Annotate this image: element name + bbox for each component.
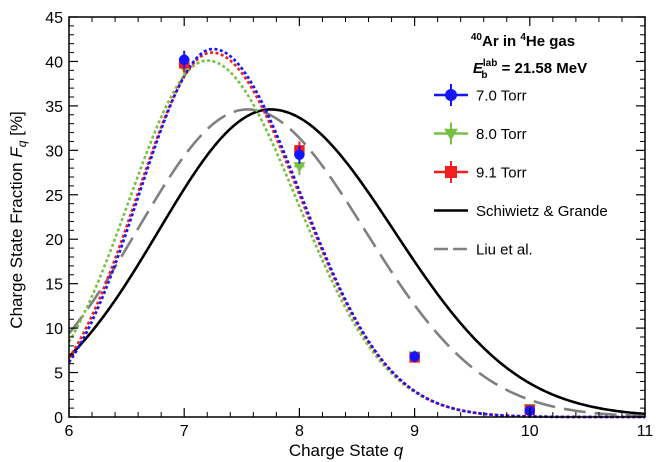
chart-title-line1: 40Ar in 4He gas (471, 32, 575, 50)
curve-liu-et-al- (67, 108, 646, 418)
legend-marker (444, 128, 458, 141)
x-tick-label: 7 (180, 423, 189, 440)
data-point (179, 54, 190, 65)
y-tick-label: 30 (45, 143, 63, 160)
y-tick-label: 5 (54, 366, 63, 383)
x-tick-label: 9 (410, 423, 419, 440)
y-tick-label: 10 (45, 321, 63, 338)
legend-label: Schiwietz & Grande (476, 203, 608, 220)
x-axis-label: Charge State q (289, 441, 404, 460)
y-tick-label: 15 (45, 277, 63, 294)
chart-markers (178, 50, 536, 416)
x-tick-label: 8 (295, 423, 304, 440)
y-tick-label: 40 (45, 54, 63, 71)
x-tick-label: 10 (521, 423, 539, 440)
chart-title-line2: Elab b = 21.58 MeV (473, 58, 587, 81)
axis-ticks (68, 16, 646, 418)
legend-label: 9.1 Torr (476, 165, 527, 182)
y-tick-label: 0 (54, 410, 63, 427)
data-point (294, 149, 305, 160)
y-tick-label: 45 (45, 10, 63, 27)
legend-label: Liu et al. (476, 242, 533, 259)
legend-label: 8.0 Torr (476, 126, 527, 143)
y-axis-label: Charge State Fraction Fq [%] (7, 111, 29, 328)
y-tick-label: 35 (45, 99, 63, 116)
legend-label: 7.0 Torr (476, 88, 527, 105)
x-tick-label: 11 (637, 423, 654, 440)
chart-curves (67, 47, 646, 419)
legend-marker (445, 89, 457, 101)
legend: 7.0 Torr 8.0 Torr 9.1 Torr Schiwietz & Gran… (434, 84, 608, 259)
x-tick-label: 6 (65, 423, 74, 440)
legend-marker (445, 166, 457, 178)
curve-7-0-torr (67, 47, 645, 419)
y-tick-label: 25 (45, 188, 63, 205)
data-point (293, 162, 306, 173)
curve-schiwietz-grande (68, 108, 646, 416)
y-tick-label: 20 (45, 232, 63, 249)
data-point (409, 351, 420, 362)
plot-frame (68, 16, 646, 418)
curve-8-0-torr (67, 59, 645, 419)
axis-tick-labels: 6 7 8 9 10 11 0 5 10 15 20 25 30 35 40 45 (45, 10, 653, 440)
